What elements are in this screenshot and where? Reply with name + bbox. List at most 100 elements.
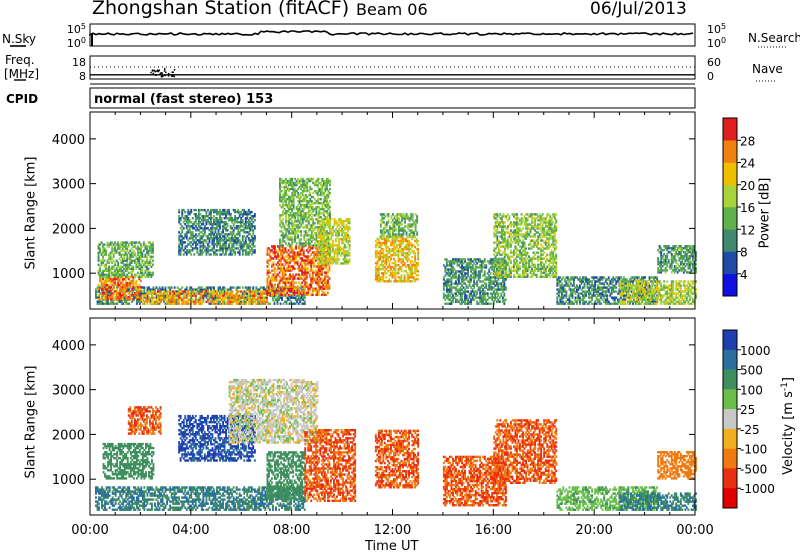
data-cell — [115, 269, 118, 272]
data-cell — [184, 300, 187, 303]
data-cell — [199, 239, 202, 242]
data-cell — [241, 300, 244, 303]
data-cell — [210, 210, 212, 214]
data-cell — [449, 280, 451, 283]
data-cell — [120, 275, 123, 278]
data-cell — [452, 296, 454, 299]
data-cell — [109, 290, 112, 293]
data-cell — [184, 251, 187, 254]
data-cell — [312, 195, 315, 199]
data-cell — [282, 302, 285, 305]
data-cell — [321, 238, 324, 241]
data-cell — [301, 177, 304, 181]
data-cell — [322, 240, 325, 243]
data-cell — [348, 228, 351, 231]
data-cell — [376, 260, 379, 263]
data-cell — [250, 219, 253, 222]
data-cell — [321, 219, 324, 223]
data-cell — [187, 302, 190, 305]
data-cell — [112, 292, 115, 295]
data-cell — [99, 243, 101, 246]
data-cell — [196, 288, 199, 291]
data-cell — [470, 274, 472, 277]
data-cell — [445, 278, 448, 281]
data-cell — [285, 202, 287, 205]
data-cell — [322, 252, 325, 255]
data-cell — [413, 235, 416, 238]
data-cell — [415, 268, 418, 271]
data-cell — [279, 230, 281, 233]
data-cell — [411, 264, 414, 267]
data-cell — [97, 259, 100, 262]
data-cell — [229, 292, 232, 295]
data-cell — [306, 206, 309, 209]
data-cell — [450, 282, 453, 285]
data-cell — [315, 244, 318, 247]
data-cell — [100, 253, 103, 256]
data-cell — [238, 253, 241, 256]
data-cell — [324, 216, 327, 219]
data-cell — [455, 274, 457, 277]
data-cell — [272, 257, 275, 260]
data-cell — [417, 274, 420, 277]
data-cell — [326, 220, 328, 223]
data-cell — [294, 191, 297, 195]
data-cell — [231, 296, 234, 299]
data-cell — [295, 206, 298, 209]
data-cell — [393, 276, 395, 279]
data-cell — [139, 265, 142, 268]
data-cell — [135, 267, 138, 270]
data-cell — [216, 245, 218, 248]
data-cell — [293, 259, 296, 262]
data-cell — [294, 214, 297, 217]
data-cell — [281, 279, 284, 282]
data-cell — [307, 287, 310, 290]
data-cell — [408, 268, 410, 271]
data-cell — [250, 237, 253, 240]
data-cell — [319, 223, 322, 227]
data-cell — [285, 302, 288, 305]
data-cell — [124, 263, 127, 266]
data-cell — [322, 230, 325, 233]
data-cell — [321, 244, 324, 247]
data-cell — [102, 283, 104, 287]
data-cell — [223, 235, 226, 238]
data-cell — [223, 223, 226, 226]
data-cell — [289, 277, 291, 280]
data-cell — [194, 294, 197, 297]
data-cell — [304, 226, 307, 229]
data-cell — [317, 293, 320, 296]
data-cell — [266, 277, 269, 280]
data-cell — [274, 253, 276, 256]
data-cell — [393, 237, 395, 241]
data-cell — [319, 279, 322, 282]
data-cell — [129, 285, 132, 289]
data-cell — [152, 245, 154, 248]
data-cell — [301, 189, 304, 193]
data-cell — [138, 292, 141, 295]
data-cell — [456, 262, 459, 265]
data-cell — [106, 285, 109, 289]
data-cell — [339, 248, 342, 251]
data-cell — [190, 300, 193, 303]
data-cell — [184, 294, 187, 297]
data-cell — [390, 274, 392, 277]
data-cell — [133, 292, 136, 295]
data-cell — [316, 206, 319, 209]
data-cell — [161, 286, 164, 289]
data-cell — [173, 290, 176, 293]
data-cell — [188, 302, 191, 305]
data-cell — [117, 294, 120, 297]
data-cell — [345, 232, 348, 235]
data-cell — [327, 250, 330, 253]
data-cell — [290, 294, 293, 297]
data-cell — [324, 204, 327, 207]
data-cell — [385, 223, 388, 226]
data-cell — [289, 238, 292, 241]
data-cell — [178, 288, 181, 291]
data-cell — [286, 185, 289, 189]
data-cell — [324, 198, 327, 201]
data-cell — [144, 243, 147, 246]
data-cell — [146, 298, 149, 301]
data-cell — [108, 290, 111, 293]
